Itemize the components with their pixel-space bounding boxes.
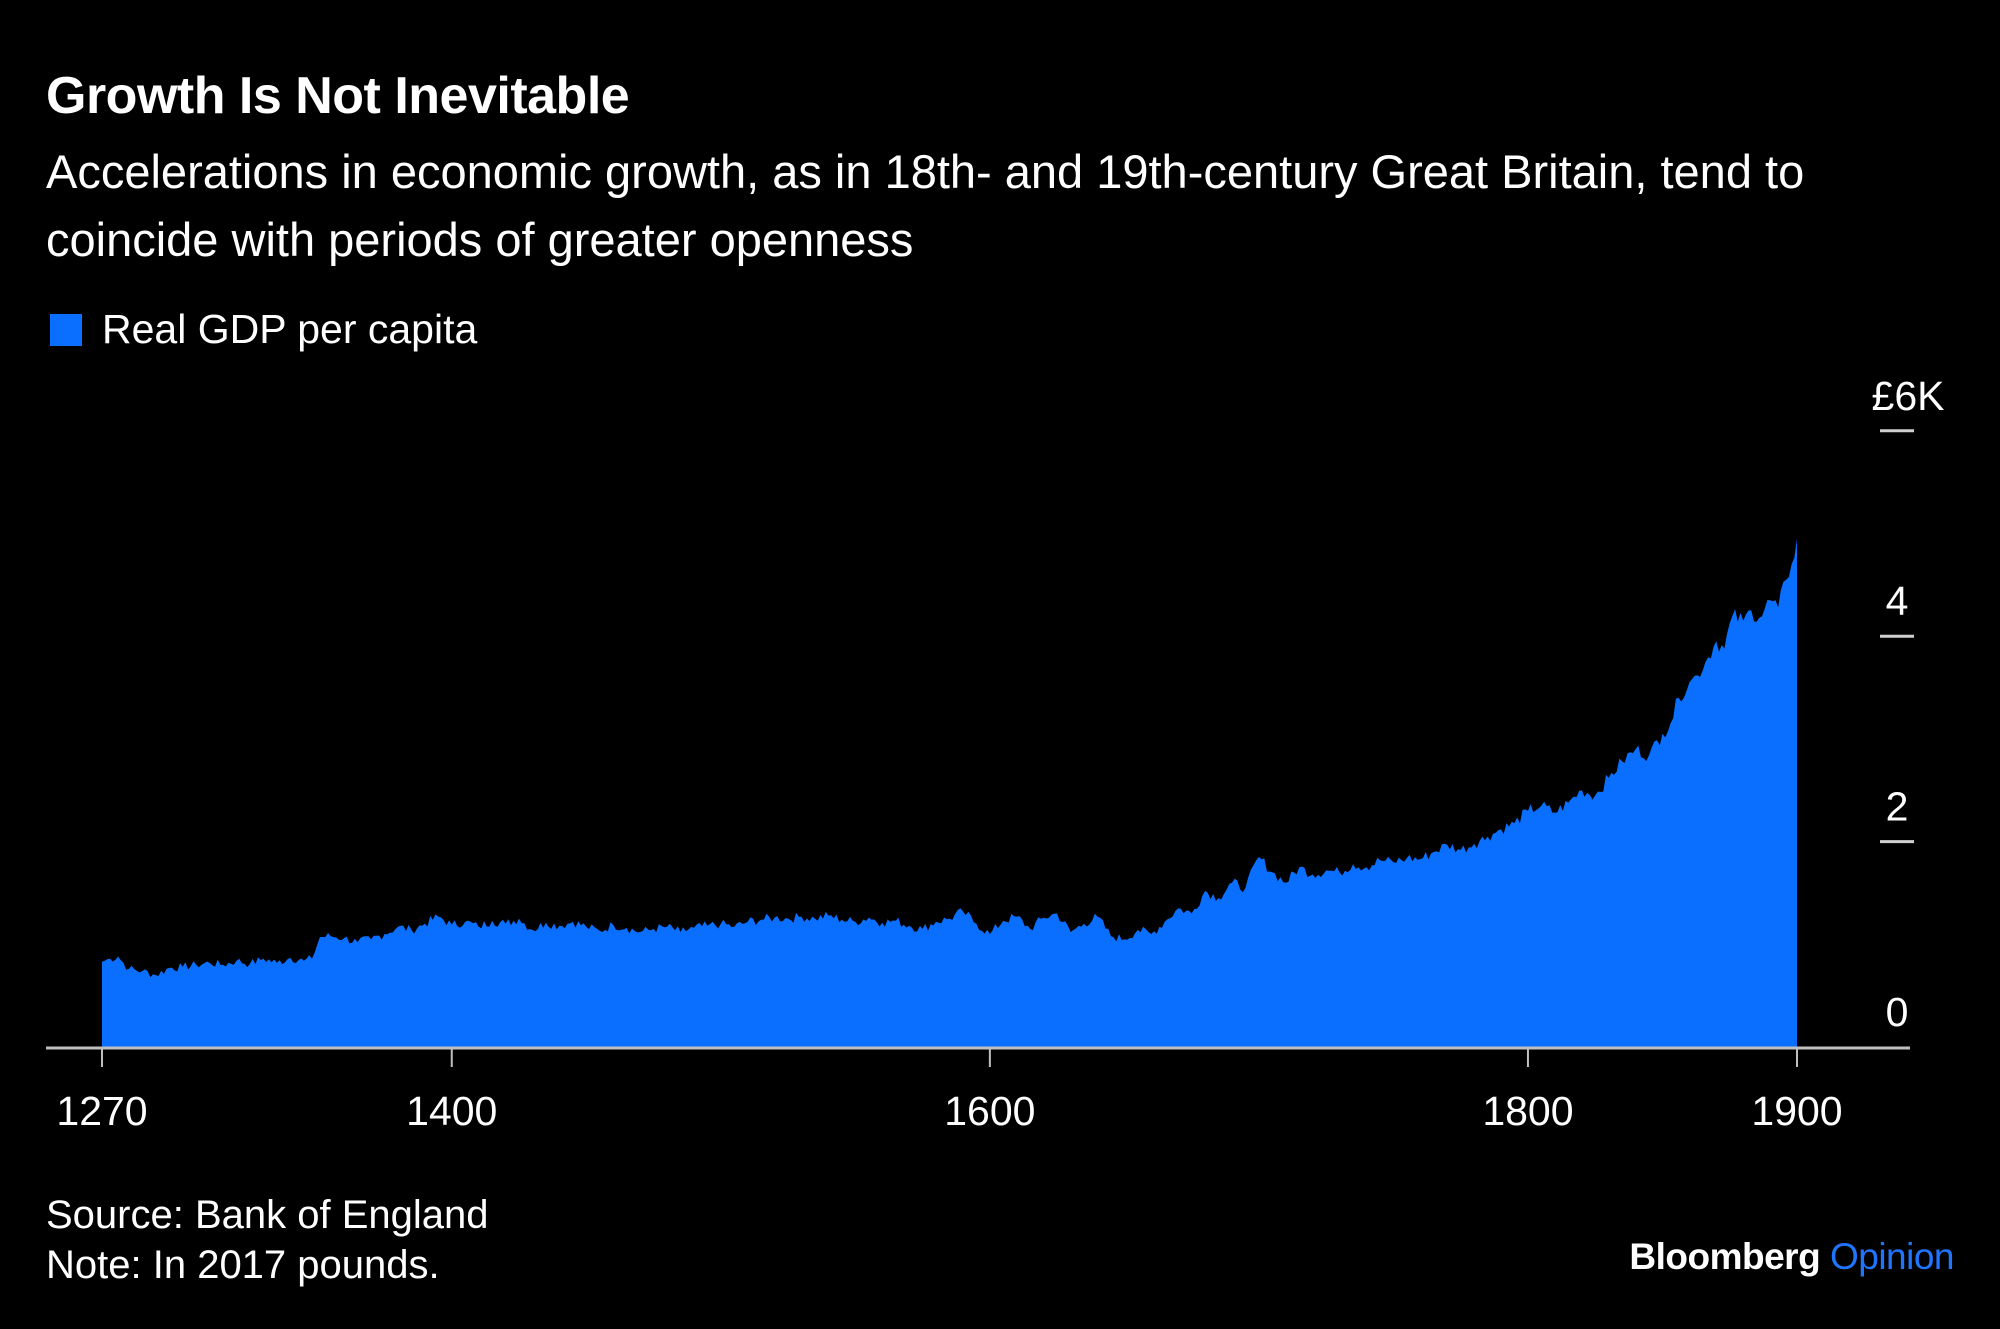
x-tick-label: 1270 (56, 1088, 147, 1134)
y-axis: 0 2 4 £6K (1872, 373, 1945, 1035)
plot-area (102, 538, 1797, 1047)
y-tick-label: £6K (1872, 373, 1945, 419)
footer: Source: Bank of England Note: In 2017 po… (46, 1190, 489, 1290)
series-area-0 (102, 538, 1797, 1047)
source-note: Source: Bank of England (46, 1193, 489, 1237)
legend: Real GDP per capita (50, 306, 477, 353)
x-tick-label: 1800 (1482, 1088, 1573, 1134)
legend-swatch (50, 313, 82, 346)
brand-logo: Bloomberg Opinion (1629, 1236, 1954, 1278)
y-tick-label: 0 (1886, 989, 1909, 1035)
y-tick-label: 4 (1886, 578, 1909, 624)
brand-name: Bloomberg (1629, 1236, 1821, 1277)
x-tick-label: 1900 (1751, 1088, 1842, 1134)
x-axis: 1270 1400 1600 1800 1900 (46, 1046, 1910, 1134)
units-note: Note: In 2017 pounds. (46, 1243, 440, 1287)
y-tick-label: 2 (1886, 784, 1909, 830)
chart-title: Growth Is Not Inevitable (46, 67, 630, 125)
chart-subtitle: Accelerations in economic growth, as in … (46, 145, 1805, 266)
brand-section: Opinion (1829, 1236, 1955, 1277)
x-tick-label: 1600 (944, 1088, 1035, 1134)
x-tick-label: 1400 (406, 1088, 497, 1134)
legend-label: Real GDP per capita (102, 306, 478, 352)
